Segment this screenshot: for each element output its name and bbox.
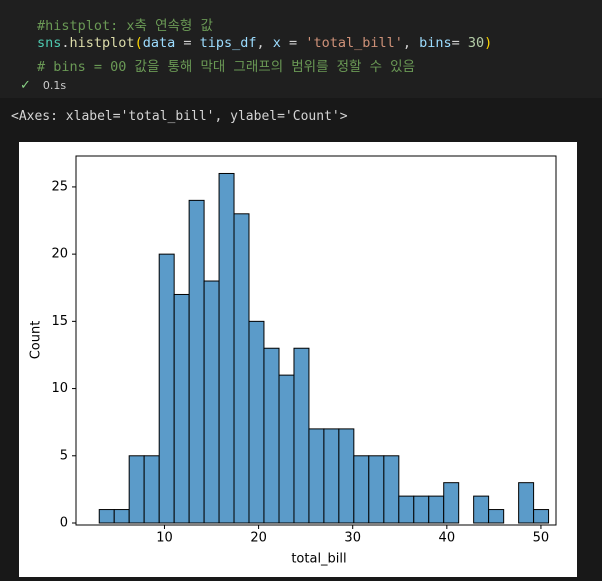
chart: total_bill Count 10 20 30 40 50 0 5 10 15 20 25 — [29, 155, 557, 567]
token: = — [175, 35, 200, 51]
y-tick-label: 0 — [60, 516, 68, 531]
token: = — [451, 35, 468, 51]
x-axis-label: total_bill — [291, 552, 346, 567]
x-tick-label: 10 — [156, 531, 173, 546]
bar — [473, 495, 490, 524]
bar — [233, 213, 250, 524]
bar — [518, 482, 535, 524]
token: histplot — [69, 35, 135, 51]
y-axis-label: Count — [29, 321, 44, 360]
status-icon: ✓ — [20, 78, 31, 93]
bar — [353, 455, 370, 524]
x-tick-label: 50 — [533, 531, 550, 546]
run-time: 0.1s — [42, 79, 67, 92]
axes-frame — [75, 155, 557, 526]
x-tick-label: 30 — [344, 531, 361, 546]
bar — [98, 509, 115, 524]
token: ) — [484, 35, 493, 51]
bar — [368, 455, 385, 524]
bar — [218, 172, 235, 524]
token: 'total_bill' — [305, 35, 403, 51]
bar — [203, 280, 220, 524]
bar — [308, 428, 325, 524]
code-line: # bins = 00 값을 통해 막대 그래프의 범위를 정할 수 있음 — [37, 59, 415, 75]
figure: total_bill Count 10 20 30 40 50 0 5 10 15 20 25 — [19, 142, 577, 577]
token: tips_df — [199, 35, 257, 51]
bar — [248, 320, 265, 524]
bar — [173, 293, 190, 524]
bar — [128, 455, 145, 524]
bar — [293, 347, 310, 524]
x-tick-label: 20 — [250, 531, 267, 546]
token: bins — [419, 35, 452, 51]
bar — [338, 428, 355, 524]
bar — [278, 374, 295, 524]
code-line: #histplot: x축 연속형 값 — [37, 18, 213, 34]
bar — [263, 347, 280, 524]
bar — [413, 495, 430, 524]
y-tick-label: 5 — [60, 448, 68, 463]
bar — [188, 199, 205, 524]
token: sns — [37, 35, 62, 51]
bar — [488, 509, 505, 524]
x-tick-label: 40 — [439, 531, 456, 546]
token: data — [142, 35, 176, 51]
bar — [323, 428, 340, 524]
token: = — [280, 35, 306, 51]
y-tick-label: 15 — [51, 314, 68, 329]
token: , — [256, 35, 273, 51]
bar — [143, 455, 160, 524]
token: . — [61, 35, 70, 51]
output-text: <Axes: xlabel='total_bill', ylabel='Coun… — [11, 109, 348, 124]
bar — [533, 509, 550, 524]
token: x — [272, 35, 281, 51]
y-tick-label: 20 — [51, 247, 68, 262]
bar — [383, 455, 400, 524]
bar — [428, 495, 445, 524]
code-line: sns.histplot(data = tips_df, x = 'total_… — [37, 35, 492, 51]
token: ( — [134, 35, 143, 51]
token: 30 — [467, 35, 485, 51]
y-tick-label: 10 — [51, 381, 68, 396]
bar — [158, 253, 175, 524]
bar — [398, 495, 415, 524]
bar — [443, 482, 460, 524]
code-cell[interactable]: #histplot: x축 연속형 값 sns.histplot(data = … — [0, 0, 602, 98]
token: , — [402, 35, 420, 51]
run-status: ✓ 0.1s — [20, 78, 66, 93]
y-tick-label: 25 — [51, 179, 68, 194]
bar — [113, 509, 130, 524]
